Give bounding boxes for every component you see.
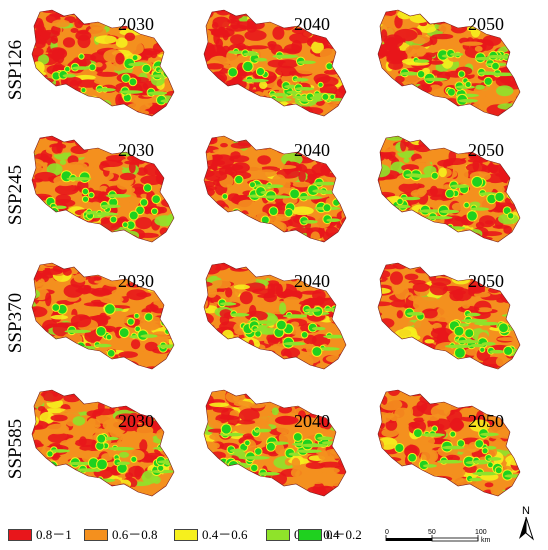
map-ssp245-2050: [377, 135, 521, 243]
map-ssp370-2030: [31, 262, 175, 370]
year-label: 2040: [294, 140, 330, 160]
map-ssp585-2030: [31, 389, 175, 497]
year-label: 2050: [468, 411, 504, 431]
legend-label: 0.8－1: [36, 527, 72, 542]
year-label: 2040: [294, 271, 330, 291]
year-label: 2030: [118, 14, 154, 34]
legend-label: 0.4－0.6: [202, 527, 248, 542]
year-label: 2050: [468, 14, 504, 34]
map-ssp370-2050: [377, 262, 521, 370]
legend-swatch: [8, 529, 32, 541]
map-ssp370-2040: [203, 262, 347, 370]
legend-label: 0.6－0.8: [112, 527, 158, 542]
legend-label: 0－0.2: [326, 527, 362, 542]
map-ssp245-2030: [31, 135, 175, 243]
map-ssp585-2050: [377, 389, 521, 497]
north-label: N: [522, 505, 530, 517]
row-label-1: SSP126: [5, 39, 26, 101]
legend: 0.8－1 0.6－0.8 0.4－0.6 0.2－0.4 0－0.2: [8, 526, 368, 544]
legend-swatch: [84, 529, 108, 541]
row-label-4: SSP585: [5, 418, 26, 480]
scale-bar: 0 50 100 km: [385, 529, 491, 544]
map-ssp585-2040: [203, 389, 347, 497]
scale-tick-label: 100: [475, 529, 487, 536]
scale-unit: km: [481, 537, 491, 544]
year-label: 2040: [294, 14, 330, 34]
year-label: 2040: [294, 411, 330, 431]
year-label: 2030: [118, 140, 154, 160]
year-label: 2030: [118, 271, 154, 291]
row-label-2: SSP245: [5, 164, 26, 226]
map-ssp126-2050: [377, 9, 521, 117]
north-arrow-icon: N: [519, 505, 535, 541]
legend-swatch: [266, 529, 290, 541]
row-label-3: SSP370: [5, 292, 26, 354]
map-ssp126-2030: [31, 9, 175, 117]
scale-bar-graphic: [385, 535, 479, 542]
map-ssp126-2040: [203, 9, 347, 117]
map-ssp245-2040: [203, 135, 347, 243]
legend-swatch: [174, 529, 198, 541]
year-label: 2050: [468, 140, 504, 160]
scale-tick-label: 50: [428, 529, 436, 536]
legend-swatch: [298, 529, 322, 541]
year-label: 2050: [468, 271, 504, 291]
scale-tick-label: 0: [385, 529, 389, 536]
year-label: 2030: [118, 411, 154, 431]
